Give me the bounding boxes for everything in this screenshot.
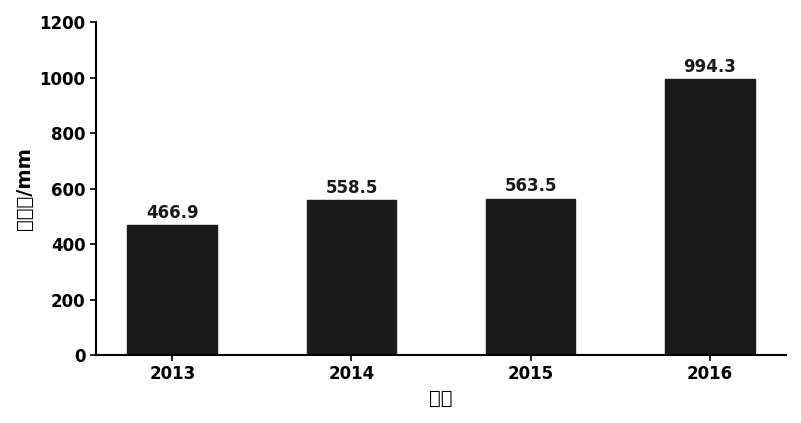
Y-axis label: 降雨量/mm: 降雨量/mm xyxy=(15,147,34,230)
Text: 994.3: 994.3 xyxy=(683,58,736,76)
X-axis label: 年份: 年份 xyxy=(429,389,453,408)
Text: 466.9: 466.9 xyxy=(146,204,199,222)
Bar xyxy=(307,200,396,355)
Bar xyxy=(665,79,755,355)
Bar xyxy=(486,199,575,355)
Bar xyxy=(127,225,217,355)
Text: 558.5: 558.5 xyxy=(325,179,377,197)
Text: 563.5: 563.5 xyxy=(505,177,557,195)
